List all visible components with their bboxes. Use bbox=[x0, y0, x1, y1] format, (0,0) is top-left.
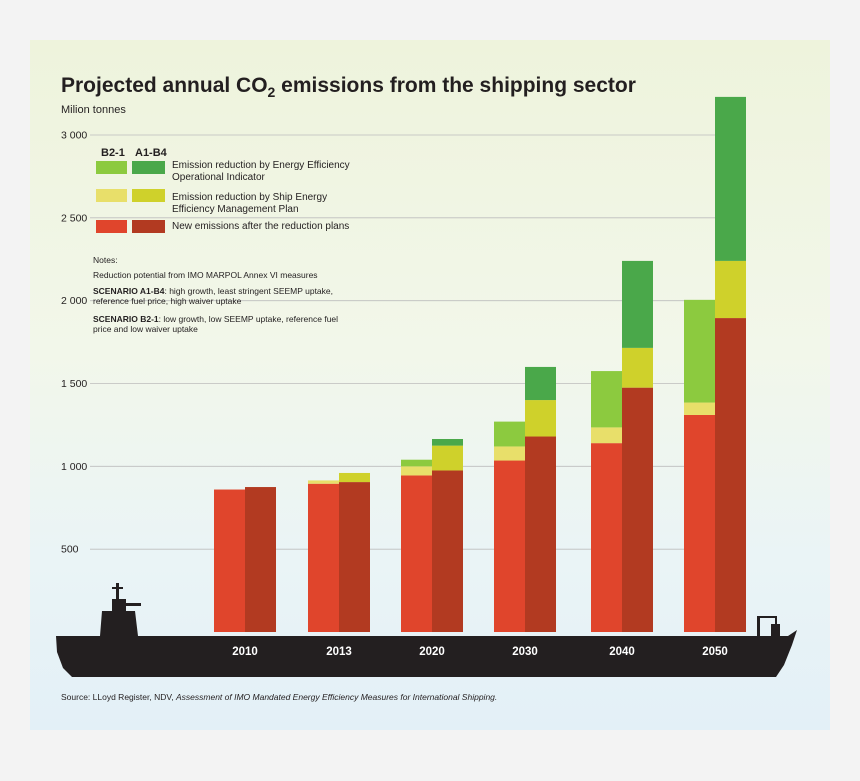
bar-a1-b4-seemp-2030 bbox=[525, 400, 556, 437]
bar-a1-b4-eeoi-2030 bbox=[525, 366, 556, 401]
bar-a1-b4-new-2050 bbox=[715, 318, 746, 632]
bar-b2-1-eeoi-2030 bbox=[494, 421, 525, 447]
y-tick-label: 3 000 bbox=[61, 130, 87, 142]
x-tick-label: 2013 bbox=[326, 646, 352, 658]
bar-b2-1-seemp-2020 bbox=[401, 466, 432, 476]
legend-swatch-seemp-a1b4 bbox=[132, 189, 165, 202]
y-tick-label: 1 500 bbox=[61, 378, 87, 390]
bar-b2-1-new-2050 bbox=[684, 414, 715, 632]
bar-group-2050 bbox=[684, 96, 746, 632]
notes-scenario-a1b4: SCENARIO A1-B4: high growth, least strin… bbox=[93, 286, 333, 296]
bar-a1-b4-seemp-2040 bbox=[622, 347, 653, 388]
notes-reduction: Reduction potential from IMO MARPOL Anne… bbox=[93, 270, 318, 280]
bar-b2-1-seemp-2050 bbox=[684, 402, 715, 415]
bar-group-2020 bbox=[401, 438, 463, 632]
bar-a1-b4-eeoi-2040 bbox=[622, 260, 653, 348]
bar-b2-1-new-2010 bbox=[214, 489, 245, 632]
bar-b2-1-eeoi-2040 bbox=[591, 371, 622, 428]
legend-swatch-new-a1b4 bbox=[132, 220, 165, 233]
unit-label: Milion tonnes bbox=[61, 104, 126, 116]
y-tick-label: 1 000 bbox=[61, 461, 87, 473]
legend: B2-1 A1-B4 Emission reduction by Energy … bbox=[96, 147, 350, 233]
legend-label-eeoi-2: Operational Indicator bbox=[172, 172, 266, 183]
y-tick-label: 500 bbox=[61, 544, 79, 556]
bar-group-2040 bbox=[591, 260, 653, 632]
bar-a1-b4-new-2040 bbox=[622, 387, 653, 632]
bar-b2-1-eeoi-2050 bbox=[684, 299, 715, 403]
legend-swatch-eeoi-a1b4 bbox=[132, 161, 165, 174]
bar-b2-1-new-2040 bbox=[591, 443, 622, 632]
source-note: Source: LLoyd Register, NDV, Assessment … bbox=[61, 692, 497, 702]
notes-scenario-b21: SCENARIO B2-1: low growth, low SEEMP upt… bbox=[93, 314, 338, 324]
bar-group-2010 bbox=[214, 487, 276, 632]
legend-header-b21: B2-1 bbox=[101, 147, 125, 159]
x-tick-label: 2030 bbox=[512, 646, 538, 658]
bar-b2-1-new-2013 bbox=[308, 483, 339, 632]
bars bbox=[214, 96, 746, 632]
bar-a1-b4-new-2020 bbox=[432, 470, 463, 632]
bar-a1-b4-new-2013 bbox=[339, 482, 370, 632]
bar-a1-b4-seemp-2050 bbox=[715, 260, 746, 319]
y-tick-label: 2 000 bbox=[61, 295, 87, 307]
y-tick-label: 2 500 bbox=[61, 212, 87, 224]
bar-b2-1-seemp-2030 bbox=[494, 446, 525, 461]
bar-b2-1-new-2030 bbox=[494, 460, 525, 632]
bar-a1-b4-new-2030 bbox=[525, 436, 556, 632]
legend-swatch-new-b21 bbox=[96, 220, 127, 233]
bar-b2-1-seemp-2040 bbox=[591, 427, 622, 444]
legend-swatch-eeoi-b21 bbox=[96, 161, 127, 174]
chart-title: Projected annual CO2 emissions from the … bbox=[61, 74, 636, 100]
legend-swatch-seemp-b21 bbox=[96, 189, 127, 202]
x-tick-label: 2040 bbox=[609, 646, 635, 658]
infographic-card: Projected annual CO2 emissions from the … bbox=[30, 40, 830, 730]
x-tick-label: 2010 bbox=[232, 646, 258, 658]
legend-label-new: New emissions after the reduction plans bbox=[172, 221, 349, 232]
notes: Notes: Reduction potential from IMO MARP… bbox=[93, 255, 338, 334]
legend-header-a1b4: A1-B4 bbox=[135, 147, 168, 159]
legend-label-eeoi-1: Emission reduction by Energy Efficiency bbox=[172, 160, 350, 171]
bar-a1-b4-seemp-2013 bbox=[339, 472, 370, 483]
bar-b2-1-eeoi-2020 bbox=[401, 459, 432, 467]
bar-a1-b4-eeoi-2050 bbox=[715, 96, 746, 261]
bar-a1-b4-new-2010 bbox=[245, 487, 276, 632]
legend-label-seemp-2: Efficiency Management Plan bbox=[172, 204, 299, 215]
bar-group-2013 bbox=[308, 472, 370, 632]
bar-b2-1-seemp-2013 bbox=[308, 480, 339, 484]
bar-a1-b4-seemp-2020 bbox=[432, 445, 463, 471]
emissions-chart: Projected annual CO2 emissions from the … bbox=[56, 74, 797, 702]
notes-scenario-a1b4-cont: reference fuel price, high waiver uptake bbox=[93, 296, 242, 306]
x-axis-labels: 2010 2013 2020 2030 2040 2050 bbox=[232, 646, 728, 658]
x-tick-label: 2050 bbox=[702, 646, 728, 658]
notes-heading: Notes: bbox=[93, 255, 118, 265]
bar-a1-b4-eeoi-2020 bbox=[432, 438, 463, 446]
bar-b2-1-new-2020 bbox=[401, 475, 432, 632]
ship-silhouette-icon bbox=[56, 583, 797, 677]
y-axis-ticks: 500 1 000 1 500 2 000 2 500 3 000 bbox=[61, 130, 87, 556]
bar-group-2030 bbox=[494, 366, 556, 632]
legend-label-seemp-1: Emission reduction by Ship Energy bbox=[172, 192, 327, 203]
notes-scenario-b21-cont: price and low waiver uptake bbox=[93, 324, 198, 334]
x-tick-label: 2020 bbox=[419, 646, 445, 658]
